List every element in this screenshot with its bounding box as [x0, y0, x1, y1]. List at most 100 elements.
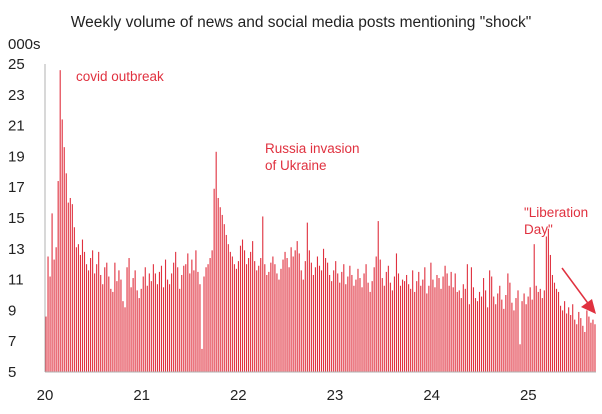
x-tick-label: 21 [133, 387, 150, 404]
bar [527, 296, 529, 372]
bar [505, 295, 507, 372]
bar [329, 274, 331, 372]
bar [98, 251, 100, 372]
bar [67, 202, 69, 372]
bar [499, 285, 501, 372]
bar [191, 259, 193, 372]
bar [248, 258, 250, 372]
bar [412, 270, 414, 372]
bar [243, 250, 246, 372]
bar [286, 258, 288, 372]
bar [171, 273, 173, 372]
x-tick-labels: 20 21 22 23 24 25 [37, 387, 537, 404]
bar [219, 207, 221, 372]
bar [146, 285, 148, 372]
bar [517, 290, 519, 372]
bar [51, 213, 53, 372]
bar [586, 310, 588, 372]
bar [327, 262, 329, 372]
bar [373, 267, 375, 372]
bar [252, 241, 254, 372]
bar [314, 267, 316, 372]
bar [385, 271, 387, 372]
bar [132, 278, 134, 372]
bar [432, 279, 434, 372]
bar [258, 265, 260, 372]
bar [444, 265, 446, 372]
bar [333, 270, 335, 372]
bar [61, 119, 63, 372]
bar [96, 264, 98, 372]
bar [578, 311, 580, 372]
bar [501, 299, 503, 372]
y-tick-label: 19 [8, 148, 25, 165]
bar [383, 285, 385, 372]
bar [521, 301, 523, 372]
bar [442, 276, 444, 372]
bar [337, 273, 339, 372]
bar [262, 216, 264, 372]
bar [410, 288, 412, 372]
y-tick-label: 15 [8, 210, 25, 227]
bar [365, 264, 367, 372]
bar [177, 267, 179, 372]
bar [205, 267, 207, 372]
bar [574, 319, 576, 372]
bar [375, 256, 377, 372]
bar [316, 256, 319, 372]
bar [213, 188, 215, 372]
annotation-label: covid outbreak [76, 69, 164, 84]
bar [49, 276, 51, 372]
bar [460, 298, 462, 372]
bar [45, 316, 47, 372]
bar [509, 282, 511, 372]
bar [221, 214, 223, 372]
bar [363, 273, 365, 372]
bar [590, 322, 592, 372]
bar [446, 273, 448, 372]
bar [57, 181, 59, 372]
bar [211, 250, 213, 372]
bar [71, 204, 73, 372]
bar [478, 291, 481, 372]
bar [452, 287, 454, 372]
bar [555, 288, 558, 372]
bar [73, 227, 75, 372]
bar [543, 290, 545, 372]
bar [239, 245, 242, 372]
y-tick-label: 13 [8, 241, 25, 258]
bar [294, 250, 296, 372]
bar [154, 273, 156, 372]
bar [189, 273, 191, 372]
bar [424, 267, 426, 372]
bar [69, 197, 71, 372]
bar [430, 262, 432, 372]
bar [140, 288, 142, 372]
bar [122, 301, 124, 372]
bar [195, 250, 197, 372]
bar [529, 287, 531, 372]
bar [47, 256, 49, 372]
annotation-label: "Liberation [524, 205, 588, 220]
bar [318, 265, 321, 372]
bar [298, 253, 300, 372]
annotation-label: Day" [524, 222, 553, 237]
bar [557, 291, 560, 372]
bar [114, 262, 116, 372]
bar [116, 281, 118, 372]
bar [280, 268, 282, 372]
bar [547, 228, 549, 372]
bar [102, 284, 104, 372]
bar [539, 288, 541, 372]
liberation-day-trend-arrow [561, 267, 596, 314]
bar [128, 258, 130, 372]
bar [209, 258, 211, 372]
bar [523, 293, 525, 372]
bar [387, 265, 389, 372]
y-tick-label: 11 [8, 272, 24, 289]
bar [136, 290, 138, 372]
bar [138, 298, 140, 372]
bar [59, 70, 61, 372]
bar [549, 254, 551, 372]
bar [551, 274, 553, 372]
